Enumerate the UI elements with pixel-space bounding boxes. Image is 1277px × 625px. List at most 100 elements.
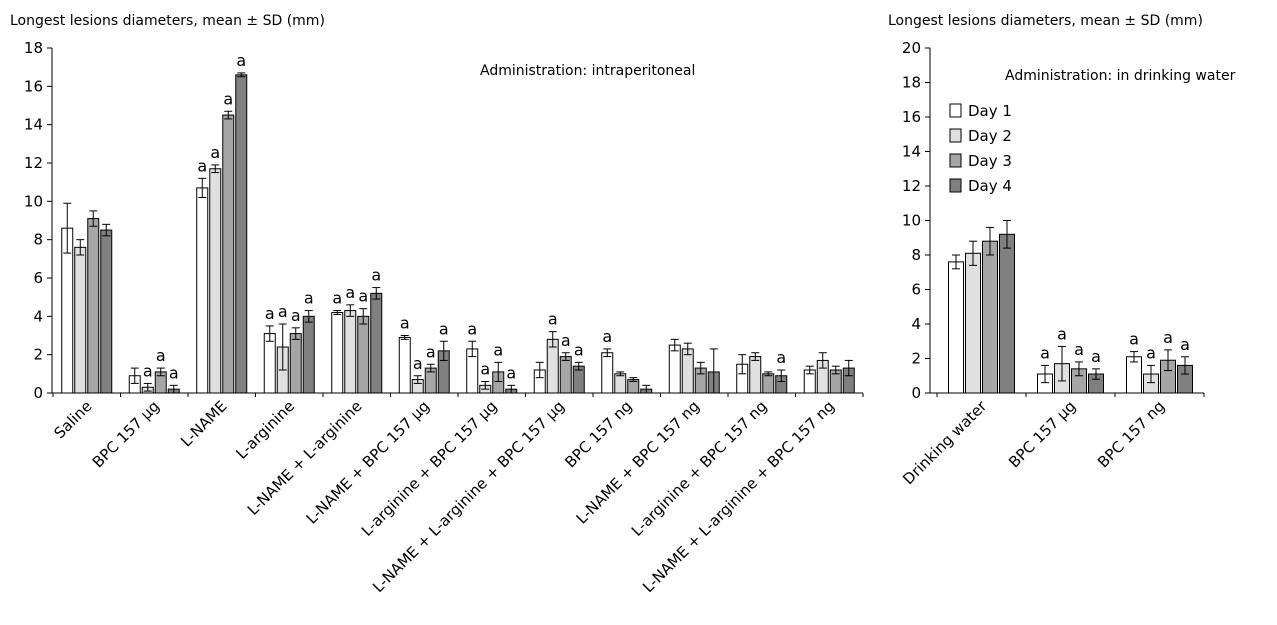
significance-mark: a: [493, 340, 503, 359]
y-tick-label: 12: [24, 154, 43, 172]
x-tick-label: L-NAME + BPC 157 ng: [573, 397, 703, 527]
x-tick-label: Saline: [50, 397, 95, 442]
bar: [762, 373, 775, 394]
significance-mark: a: [358, 287, 368, 306]
significance-mark: a: [1180, 335, 1190, 354]
y-tick-label: 0: [33, 384, 43, 402]
y-tick-label: 12: [902, 177, 921, 195]
bar: [668, 344, 681, 394]
bar: [235, 74, 248, 394]
x-tick-label: BPC 157 µg: [1005, 397, 1079, 471]
bar: [749, 356, 762, 394]
y-tick-label: 4: [911, 315, 921, 333]
legend-swatch: [949, 128, 962, 143]
bar: [196, 187, 209, 394]
x-tick-label: L-arginine + BPC 157 ng: [628, 397, 771, 540]
significance-mark: a: [332, 289, 342, 308]
significance-mark: a: [210, 143, 220, 162]
bar: [559, 356, 572, 394]
legend-label: Day 4: [968, 177, 1012, 195]
x-tick-label: BPC 157 ng: [1094, 397, 1168, 471]
bar: [999, 233, 1015, 394]
bar: [263, 333, 276, 394]
bar: [302, 315, 315, 394]
y-tick-label: 2: [911, 350, 921, 368]
bar: [614, 373, 627, 394]
significance-mark: a: [574, 340, 584, 359]
x-tick-label: L-arginine + BPC 157 µg: [358, 397, 501, 540]
y-tick-label: 4: [33, 307, 43, 325]
y-tick-label: 20: [902, 39, 921, 57]
legend-swatch: [949, 178, 962, 193]
significance-mark: a: [1129, 330, 1139, 349]
significance-mark: a: [197, 156, 207, 175]
significance-mark: a: [223, 89, 233, 108]
significance-mark: a: [371, 266, 381, 285]
y-tick-label: 2: [33, 346, 43, 364]
x-tick-label: BPC 157 ng: [561, 397, 635, 471]
y-axis-title: Longest lesions diameters, mean ± SD (mm…: [10, 13, 325, 29]
significance-mark: a: [1040, 343, 1050, 362]
x-tick-label: Drinking water: [899, 397, 991, 489]
x-tick-label: L-NAME + BPC 157 µg: [303, 397, 434, 528]
significance-mark: a: [291, 306, 301, 325]
significance-mark: a: [561, 331, 571, 350]
bar: [965, 252, 981, 394]
bar: [100, 229, 113, 394]
significance-mark: a: [169, 363, 179, 382]
y-tick-label: 16: [902, 108, 921, 126]
bar: [87, 218, 100, 394]
bar: [370, 292, 383, 394]
significance-mark: a: [506, 363, 516, 382]
chart-panel-drinking-water: Longest lesions diameters, mean ± SD (mm…: [888, 13, 1236, 488]
y-tick-label: 6: [911, 281, 921, 299]
significance-mark: a: [156, 346, 166, 365]
significance-mark: a: [439, 319, 449, 338]
y-tick-label: 8: [911, 246, 921, 264]
chart-panel-intraperitoneal: Longest lesions diameters, mean ± SD (mm…: [10, 13, 864, 596]
legend-swatch: [949, 153, 962, 168]
significance-mark: a: [1146, 343, 1156, 362]
significance-mark: a: [1163, 328, 1173, 347]
significance-mark: a: [1057, 324, 1067, 343]
significance-mark: a: [413, 354, 423, 373]
y-tick-label: 6: [33, 269, 43, 287]
y-tick-label: 18: [902, 74, 921, 92]
bar: [222, 114, 235, 394]
y-tick-label: 14: [24, 116, 43, 134]
significance-mark: a: [467, 319, 477, 338]
bar: [601, 352, 614, 394]
significance-mark: a: [602, 327, 612, 346]
y-tick-label: 8: [33, 231, 43, 249]
x-tick-label: BPC 157 µg: [89, 397, 163, 471]
y-tick-label: 14: [902, 143, 921, 161]
significance-mark: a: [400, 314, 410, 333]
legend-label: Day 2: [968, 127, 1012, 145]
legend-label: Day 1: [968, 102, 1012, 120]
y-tick-label: 16: [24, 77, 43, 95]
x-tick-label: L-arginine: [233, 397, 299, 463]
y-axis-title: Longest lesions diameters, mean ± SD (mm…: [888, 13, 1203, 29]
significance-mark: a: [278, 302, 288, 321]
x-tick-label: L-NAME: [177, 397, 230, 450]
administration-annotation: Administration: in drinking water: [1005, 68, 1236, 84]
bar: [357, 315, 370, 394]
significance-mark: a: [265, 304, 275, 323]
administration-annotation: Administration: intraperitoneal: [480, 63, 695, 79]
significance-mark: a: [426, 342, 436, 361]
legend-label: Day 3: [968, 152, 1012, 170]
bar: [289, 333, 302, 394]
y-tick-label: 10: [902, 212, 921, 230]
significance-mark: a: [304, 289, 314, 308]
bar: [982, 240, 998, 394]
significance-mark: a: [480, 360, 490, 379]
legend-swatch: [949, 103, 962, 118]
bar: [331, 312, 344, 394]
significance-mark: a: [776, 348, 786, 367]
bar: [948, 261, 964, 394]
significance-mark: a: [1091, 347, 1101, 366]
bar: [344, 310, 357, 394]
bar: [74, 246, 87, 394]
